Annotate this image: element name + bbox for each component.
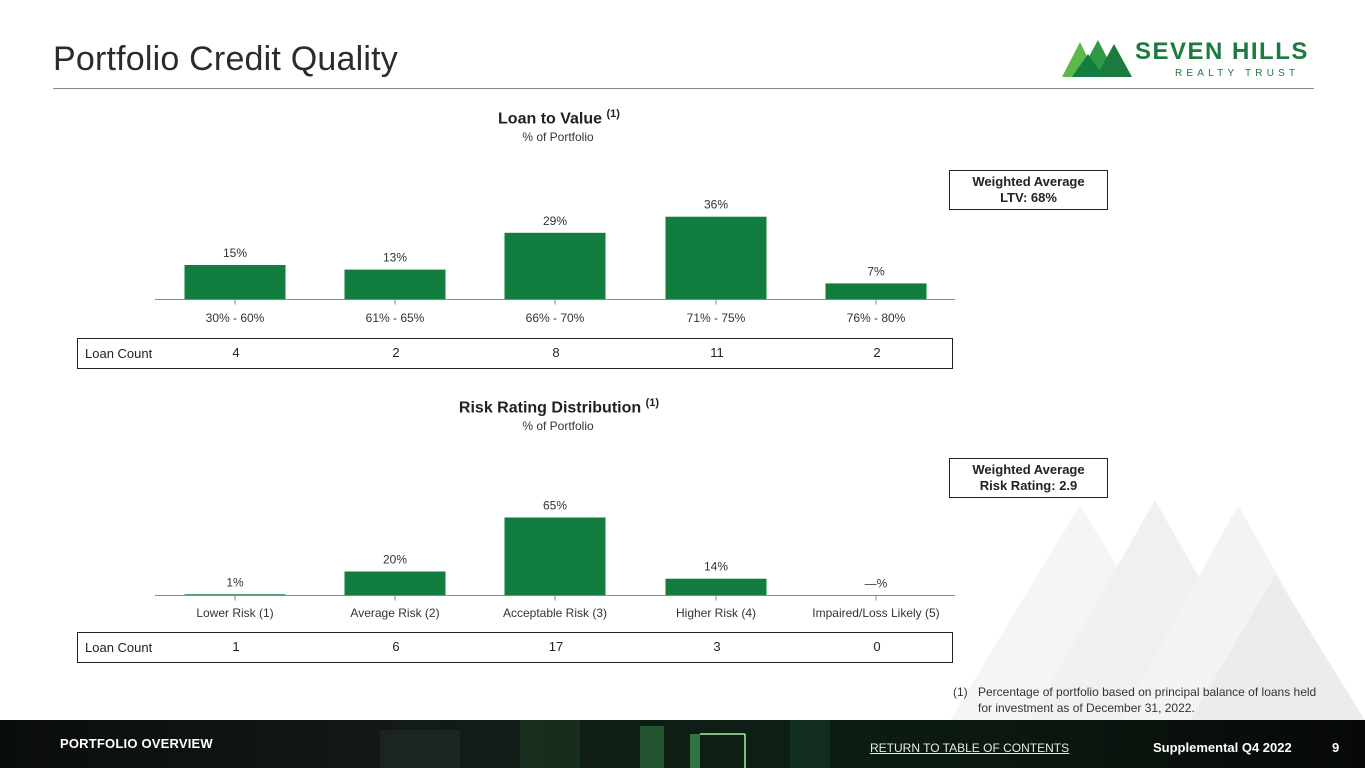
ltv-data-label: 15% bbox=[223, 246, 247, 260]
ltv-bar bbox=[184, 265, 286, 300]
ltv-loan-count-value: 2 bbox=[392, 345, 400, 360]
risk-loan-count-row: Loan Count 1 6 17 3 0 bbox=[77, 632, 953, 663]
ltv-category-label: 71% - 75% bbox=[687, 311, 746, 325]
risk-loan-count-value: 17 bbox=[548, 639, 564, 654]
ltv-chart-subtitle: % of Portfolio bbox=[522, 130, 594, 144]
risk-data-label: —% bbox=[865, 577, 888, 591]
ltv-category-label: 76% - 80% bbox=[847, 311, 906, 325]
risk-data-label: 65% bbox=[543, 499, 567, 513]
footnote-text: Percentage of portfolio based on princip… bbox=[978, 685, 1317, 715]
loan-count-label: Loan Count bbox=[85, 346, 153, 361]
loan-count-label: Loan Count bbox=[85, 640, 153, 655]
risk-category-label: Impaired/Loss Likely (5) bbox=[812, 606, 939, 620]
weighted-average-label: Weighted Average bbox=[972, 174, 1085, 189]
footer-background-graphic bbox=[380, 720, 830, 768]
ltv-chart-title: Loan to Value (1) bbox=[409, 108, 709, 128]
ltv-category-label: 30% - 60% bbox=[206, 311, 265, 325]
ltv-loan-count-value: 2 bbox=[873, 345, 881, 360]
weighted-average-value: LTV: 68% bbox=[1000, 190, 1057, 205]
ltv-loan-count-row: Loan Count 4 2 8 11 2 bbox=[77, 338, 953, 369]
footer-supplemental-label: Supplemental Q4 2022 bbox=[1153, 740, 1292, 755]
risk-title-text: Risk Rating Distribution bbox=[458, 399, 642, 417]
risk-chart-title: Risk Rating Distribution (1) bbox=[409, 397, 709, 417]
risk-weighted-average-box: Weighted Average Risk Rating: 2.9 bbox=[949, 458, 1108, 498]
ltv-weighted-average-box: Weighted Average LTV: 68% bbox=[949, 170, 1108, 210]
ltv-data-label: 7% bbox=[867, 264, 885, 278]
charts-canvas: 15% 30% - 60% 13% 61% - 65% 29% 66% - 70% 36% 7… bbox=[155, 198, 955, 620]
risk-bar bbox=[344, 571, 446, 596]
risk-bar bbox=[665, 578, 767, 596]
risk-data-label: 1% bbox=[226, 575, 244, 589]
ltv-data-label: 29% bbox=[543, 214, 567, 228]
company-logo: SEVEN HILLS REALTY TRUST bbox=[1060, 36, 1320, 82]
risk-category-label: Lower Risk (1) bbox=[196, 606, 273, 620]
return-to-toc-link[interactable]: RETURN TO TABLE OF CONTENTS bbox=[870, 741, 1070, 755]
weighted-average-value: Risk Rating: 2.9 bbox=[979, 478, 1078, 493]
risk-category-label: Acceptable Risk (3) bbox=[503, 606, 607, 620]
risk-bar bbox=[504, 517, 606, 596]
mountains-logo-icon bbox=[1062, 40, 1132, 77]
risk-category-label: Average Risk (2) bbox=[350, 606, 439, 620]
footer-section-label: PORTFOLIO OVERVIEW bbox=[60, 736, 213, 751]
footer-bar: PORTFOLIO OVERVIEW RETURN TO TABLE OF CO… bbox=[0, 720, 1365, 768]
risk-loan-count-value: 3 bbox=[713, 639, 721, 654]
risk-loan-count-value: 0 bbox=[873, 639, 881, 654]
risk-chart-subtitle: % of Portfolio bbox=[522, 419, 594, 433]
risk-category-label: Higher Risk (4) bbox=[676, 606, 756, 620]
ltv-data-label: 13% bbox=[383, 251, 407, 265]
ltv-bar bbox=[665, 216, 767, 300]
risk-data-label: 20% bbox=[383, 553, 407, 567]
ltv-loan-count-value: 4 bbox=[232, 345, 240, 360]
ltv-data-label: 36% bbox=[704, 198, 728, 212]
ltv-title-footnote-ref: (1) bbox=[606, 108, 620, 120]
ltv-category-label: 66% - 70% bbox=[526, 311, 585, 325]
logo-subtitle: REALTY TRUST bbox=[1175, 68, 1300, 79]
title-divider bbox=[53, 88, 1314, 89]
ltv-loan-count-value: 8 bbox=[552, 345, 560, 360]
risk-loan-count-value: 6 bbox=[392, 639, 400, 654]
ltv-bar bbox=[344, 269, 446, 300]
risk-title-footnote-ref: (1) bbox=[645, 397, 660, 409]
ltv-category-label: 61% - 65% bbox=[366, 311, 425, 325]
risk-data-label: 14% bbox=[704, 560, 728, 574]
page-number: 9 bbox=[1332, 740, 1340, 755]
risk-loan-count-value: 1 bbox=[232, 639, 240, 654]
logo-name: SEVEN HILLS bbox=[1135, 38, 1309, 65]
footnote-number: (1) bbox=[953, 685, 968, 699]
ltv-bar bbox=[504, 232, 606, 300]
ltv-bar bbox=[825, 283, 927, 300]
page-title: Portfolio Credit Quality bbox=[53, 40, 398, 78]
ltv-title-text: Loan to Value bbox=[498, 110, 603, 128]
ltv-loan-count-value: 11 bbox=[710, 345, 724, 360]
risk-bar bbox=[184, 594, 286, 596]
background-mountains bbox=[950, 500, 1365, 720]
weighted-average-label: Weighted Average bbox=[972, 462, 1085, 477]
